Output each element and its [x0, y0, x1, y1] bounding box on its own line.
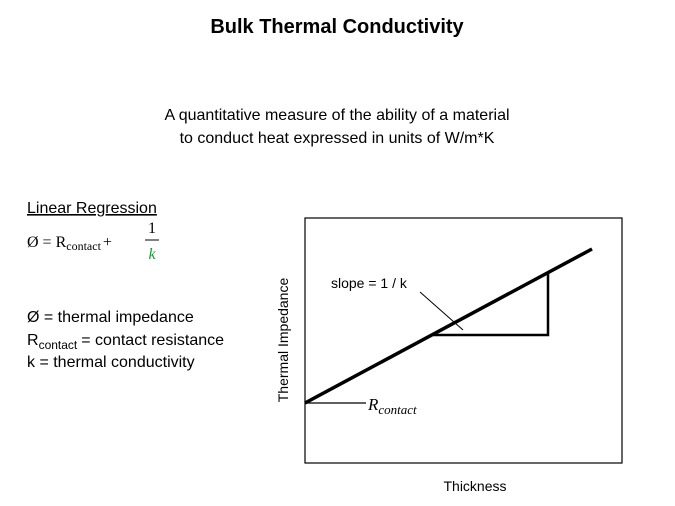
- x-axis-label: Thickness: [443, 478, 506, 494]
- intercept-label: Rcontact: [367, 395, 417, 417]
- slope-triangle: [433, 272, 550, 337]
- intercept-sub: contact: [378, 402, 417, 417]
- definition-sub: contact: [39, 338, 78, 352]
- formula: Ø = Rcontact + 1 k: [27, 220, 159, 263]
- plot-frame: [304, 217, 623, 464]
- description-line: to conduct heat expressed in units of W/…: [180, 130, 495, 147]
- formula-main: Ø = Rcontact +: [27, 234, 112, 253]
- formula-lhs: Ø =: [27, 234, 52, 251]
- slope-leader: [419, 291, 464, 331]
- formula-r: R: [56, 234, 67, 251]
- y-axis-label: Thermal Impedance: [275, 278, 291, 403]
- definition-symbol: R: [27, 332, 39, 349]
- formula-r-sub: contact: [66, 239, 101, 253]
- regression-line: [304, 247, 593, 405]
- slope-label: slope = 1 / k: [331, 275, 408, 291]
- regression-heading: Linear Regression: [27, 200, 157, 217]
- formula-denominator: k: [148, 246, 156, 263]
- description-line: A quantitative measure of the ability of…: [164, 107, 509, 124]
- intercept-symbol: R: [367, 395, 379, 414]
- definition: Rcontact = contact resistance: [27, 332, 224, 352]
- definition: Ø = thermal impedance: [27, 309, 194, 326]
- definition-text: = contact resistance: [81, 332, 224, 349]
- title: Bulk Thermal Conductivity: [210, 16, 464, 38]
- definition: k = thermal conductivity: [27, 354, 195, 371]
- formula-numerator: 1: [148, 220, 156, 237]
- formula-plus: +: [103, 234, 112, 251]
